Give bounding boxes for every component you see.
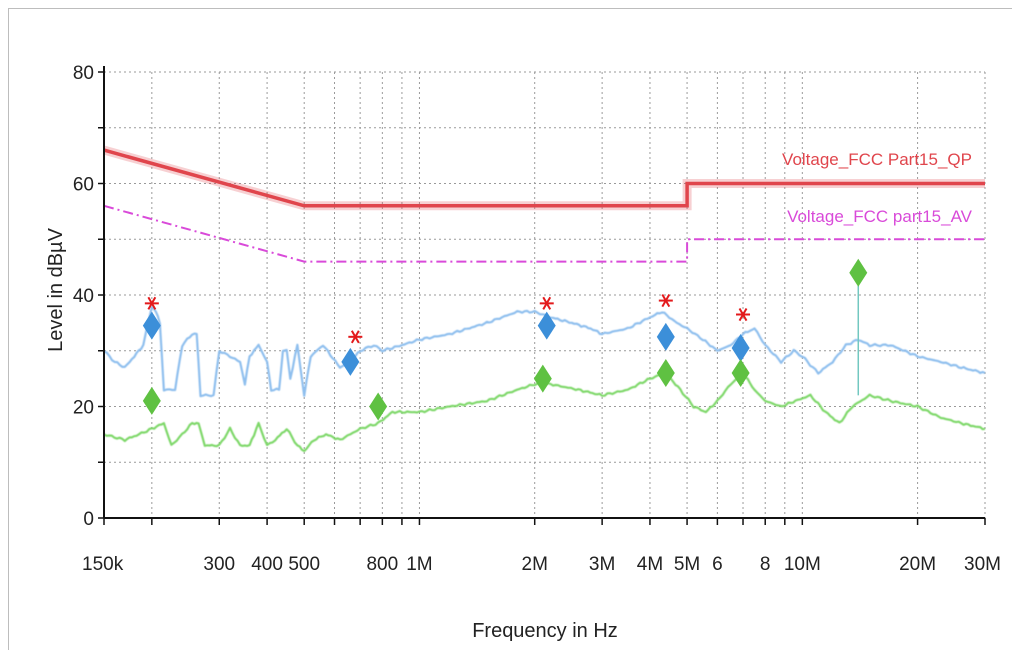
y-tick-label: 80 — [73, 63, 94, 84]
qp-result-marker — [657, 323, 675, 351]
x-axis-label: Frequency in Hz — [472, 620, 618, 642]
y-tick-label: 20 — [73, 398, 94, 419]
peak-markers — [143, 259, 867, 421]
limit-label-av: Voltage_FCC part15_AV — [787, 207, 973, 226]
av-result-marker — [369, 393, 387, 421]
x-tick-label: 400 — [251, 554, 283, 575]
x-tick-label: 300 — [203, 554, 235, 575]
x-tick-label: 20M — [899, 554, 936, 575]
x-tick-label: 6 — [712, 554, 723, 575]
av-result-marker — [732, 359, 750, 387]
y-axis-label: Level in dBµV — [45, 227, 67, 351]
x-tick-label: 5M — [674, 554, 700, 575]
x-tick-label: 2M — [522, 554, 548, 575]
axes — [98, 66, 985, 525]
x-tick-label: 500 — [288, 554, 320, 575]
av-result-marker — [849, 259, 867, 287]
x-tick-label: 800 — [366, 554, 398, 575]
y-tick-label: 40 — [73, 286, 94, 307]
av-result-marker — [143, 387, 161, 415]
peak-star-marker — [540, 297, 554, 309]
x-tick-label: 10M — [784, 554, 821, 575]
limit-label-qp: Voltage_FCC Part15_QP — [782, 150, 972, 169]
axis-labels: 0 20 40 60 80 150k 300 400 500 800 1M 2M 3M 4M 5M 6 8 10M… — [73, 63, 1001, 575]
av-result-marker — [657, 359, 675, 387]
y-tick-label: 60 — [73, 175, 94, 196]
peak-star-marker — [659, 295, 673, 307]
x-tick-label: 30M — [964, 554, 1001, 575]
qp-result-marker — [538, 312, 556, 340]
x-tick-label: 4M — [637, 554, 663, 575]
y-tick-label: 0 — [83, 509, 94, 530]
qp-result-marker — [732, 334, 750, 362]
qp-result-marker — [341, 348, 359, 376]
av-result-marker — [534, 365, 552, 393]
x-tick-label: 8 — [760, 554, 771, 575]
x-tick-label: 1M — [406, 554, 432, 575]
x-tick-label: 150k — [82, 554, 124, 575]
x-tick-label: 3M — [589, 554, 615, 575]
grid — [104, 72, 985, 518]
